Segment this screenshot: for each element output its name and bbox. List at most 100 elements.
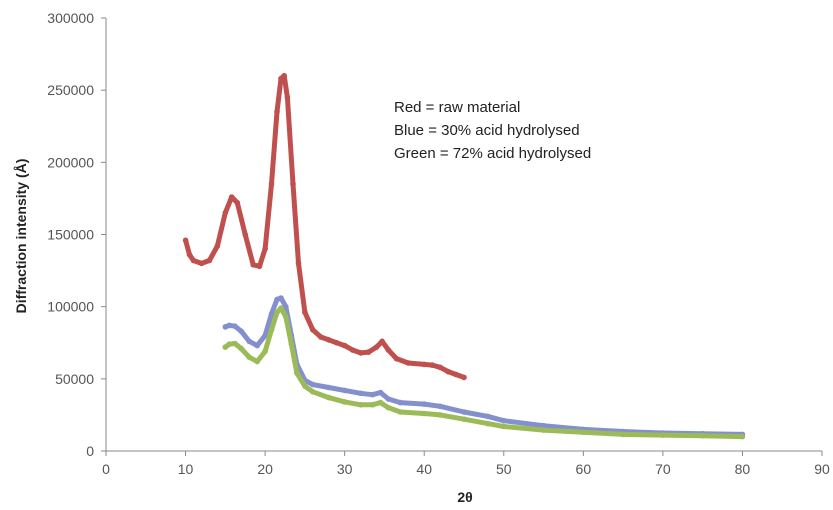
data-point [281,72,288,79]
data-point [288,341,295,348]
data-point [232,340,238,347]
y-tick-label: 200000 [47,154,94,170]
y-tick-label: 250000 [47,82,94,98]
data-point [349,347,356,353]
data-point [373,344,380,350]
data-point [232,323,238,330]
data-point [234,199,241,206]
data-point [385,347,392,353]
x-tick-label: 40 [416,461,432,477]
data-point [397,399,404,406]
data-point [242,231,248,238]
data-point [254,358,260,365]
data-point [369,391,376,398]
x-tick-label: 70 [655,461,671,477]
data-point [326,337,332,343]
data-point [453,371,459,378]
data-point [326,384,332,391]
data-point [310,389,316,395]
data-point [461,374,467,381]
data-point [461,416,467,423]
data-point [377,399,384,406]
data-point [222,210,229,216]
data-point [198,260,205,267]
x-tick-label: 60 [576,461,592,477]
data-point [326,394,332,401]
data-point [405,360,412,366]
data-point [226,341,233,348]
data-point [421,410,428,417]
data-point [369,402,376,408]
data-point [278,295,284,301]
data-point [246,338,252,345]
data-point [357,402,364,408]
data-point [385,404,392,411]
data-point [620,431,626,438]
series-line [222,295,745,437]
y-tick-label: 100000 [47,299,94,315]
data-point [501,423,507,430]
data-point [660,432,666,438]
data-point [254,342,260,349]
x-tick-label: 0 [102,461,110,477]
data-point [397,409,404,415]
data-point [379,338,385,345]
data-point [238,328,244,335]
data-point [268,327,275,333]
data-point [540,422,547,429]
x-axis-title: 2θ [457,489,472,505]
x-axis-ticks: 0 10 20 30 40 50 60 70 80 90 [102,451,830,477]
data-point [699,433,706,439]
data-point [226,322,233,329]
x-tick-label: 30 [337,461,353,477]
data-point [206,257,213,264]
y-tick-label: 150000 [47,227,94,243]
x-tick-label: 50 [496,461,512,477]
data-point [302,383,308,389]
data-point [302,309,308,316]
data-point [377,389,384,396]
data-point [485,420,491,427]
data-point [262,246,268,252]
x-tick-label: 20 [257,461,273,477]
data-point [333,340,340,346]
annotation-green: Green = 72% acid hydrolysed [394,145,591,162]
data-point [385,396,392,402]
data-point [246,354,252,361]
data-point [437,364,443,371]
series-0 [182,72,467,381]
data-point [393,355,400,362]
data-point [421,361,428,368]
series-1 [222,295,746,438]
data-point [485,413,491,420]
annotation-blue: Blue = 30% acid hydrolysed [394,122,580,139]
data-point [256,263,263,270]
data-point [182,237,189,244]
data-point [739,433,746,440]
data-point [214,243,221,249]
data-point [283,314,289,320]
series-line [183,73,467,380]
data-point [429,362,436,368]
data-point [445,368,451,375]
data-point [278,305,284,311]
data-point [421,401,428,407]
data-point [262,348,268,355]
data-point [190,257,197,264]
data-point [250,262,256,268]
y-tick-label: 0 [86,443,94,459]
data-point [580,429,587,436]
data-point [318,334,324,340]
data-point [310,381,316,388]
data-point [238,345,244,352]
data-point [501,417,507,424]
data-point [437,403,443,410]
data-point [461,409,467,415]
series-2 [222,305,746,440]
y-tick-label: 50000 [55,371,94,387]
data-point [341,342,348,349]
data-point [357,390,364,397]
data-point [365,349,372,355]
data-point [284,94,291,101]
